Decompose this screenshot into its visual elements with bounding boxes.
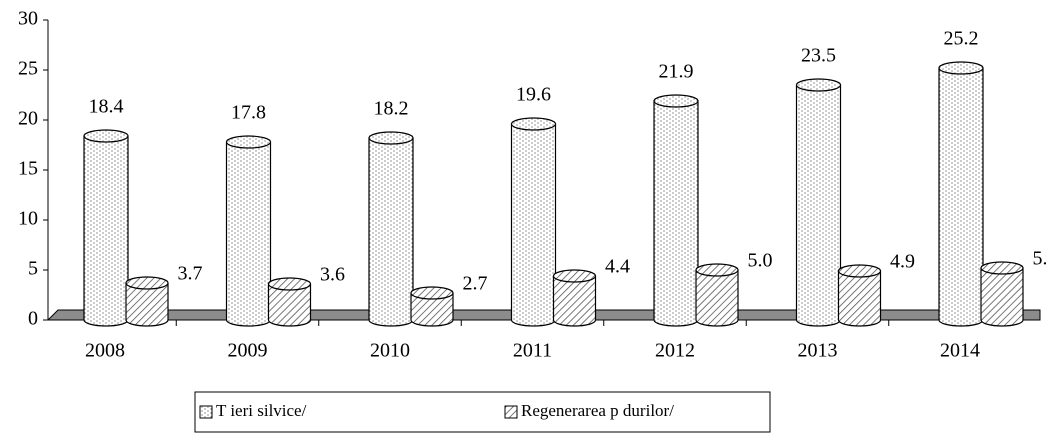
value-label: 18.2 [374,98,409,120]
bar-top [795,78,842,92]
value-label: 3.6 [320,264,345,286]
x-tick-label: 2014 [940,340,980,362]
value-label: 5.2 [1033,248,1046,270]
legend-label: Regenerarea p durilor/ [521,401,674,420]
bar [225,141,272,327]
bar-top [225,135,272,149]
bar-top [125,276,169,290]
x-tick-label: 2011 [513,340,552,362]
value-label: 3.7 [178,263,203,285]
bar [552,275,597,327]
legend-label: T ieri silvice/ [216,401,307,420]
bar [83,135,129,327]
bar-top [368,131,414,145]
bar-top [653,94,699,108]
bar [695,269,739,327]
value-label: 2.7 [463,273,488,295]
legend [194,391,771,433]
bar [510,123,557,327]
y-tick-label: 25 [18,58,38,80]
bar [938,67,984,327]
bar [267,283,312,327]
value-label: 4.9 [890,251,915,273]
x-tick-label: 2008 [85,340,125,362]
legend-swatch [504,405,518,419]
value-label: 5.0 [748,250,773,272]
bar-top [410,286,454,300]
y-tick-label: 10 [18,208,38,230]
x-tick-label: 2013 [798,340,838,362]
value-label: 18.4 [89,96,124,118]
x-tick-label: 2012 [655,340,695,362]
bar [653,100,699,327]
value-label: 4.4 [605,256,630,278]
y-tick-label: 0 [28,308,38,330]
value-label: 21.9 [659,61,694,83]
y-tick-label: 20 [18,108,38,130]
bar [410,292,454,327]
x-tick-label: 2009 [228,340,268,362]
bar-top [695,263,739,277]
bar-top [980,261,1024,275]
bar-top [510,117,557,131]
bar-top [837,264,882,278]
bar-top [83,129,129,143]
bar-top [267,277,312,291]
bar [368,137,414,327]
bar [980,267,1024,327]
y-tick-label: 30 [18,8,38,30]
value-label: 23.5 [801,45,836,67]
value-label: 25.2 [944,28,979,50]
bar-top [552,269,597,283]
value-label: 19.6 [516,84,551,106]
y-tick-label: 15 [18,158,38,180]
bar [795,84,842,327]
legend-swatch [199,405,213,419]
x-tick-label: 2010 [370,340,410,362]
bar-top [938,61,984,75]
value-label: 17.8 [231,102,266,124]
y-tick-label: 5 [28,258,38,280]
bar [125,282,169,327]
bar [837,270,882,327]
